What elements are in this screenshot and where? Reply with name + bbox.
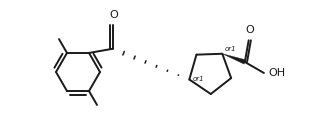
Text: or1: or1 (192, 76, 204, 81)
Text: O: O (245, 25, 254, 35)
Text: OH: OH (268, 68, 285, 78)
Polygon shape (222, 54, 246, 64)
Text: or1: or1 (224, 46, 236, 52)
Text: O: O (109, 10, 118, 20)
